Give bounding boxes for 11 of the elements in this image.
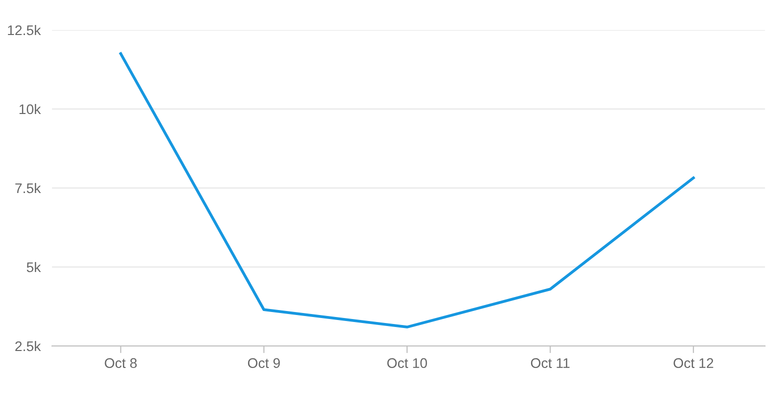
x-tick-label: Oct 8 bbox=[104, 358, 137, 368]
y-tick-label: 10k bbox=[20, 104, 41, 114]
y-tick-label: 5k bbox=[26, 262, 41, 272]
y-tick-label: 2.5k bbox=[15, 340, 41, 352]
x-tick-label: Oct 12 bbox=[674, 358, 714, 368]
line-series bbox=[119, 52, 695, 328]
x-tick-label: Oct 9 bbox=[248, 358, 280, 368]
y-tick-label: 12.5k bbox=[8, 24, 41, 36]
y-tick-label: 7.5k bbox=[15, 182, 41, 194]
x-tick-label: Oct 11 bbox=[530, 358, 570, 368]
x-tick-label: Oct 10 bbox=[387, 358, 427, 368]
